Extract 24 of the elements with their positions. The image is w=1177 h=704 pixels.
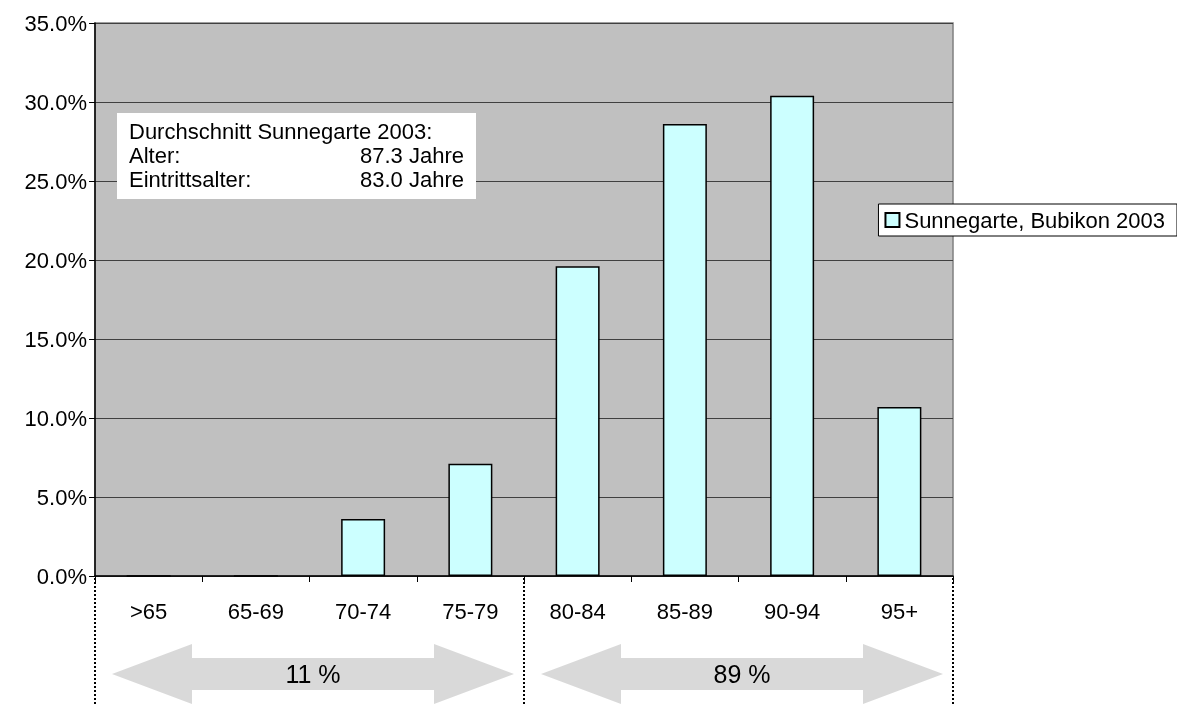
- text: 11 %: [284, 659, 342, 689]
- text: 89 %: [712, 659, 772, 689]
- y-tick-label: 5.0%: [36, 484, 87, 510]
- y-tick-label: 35.0%: [24, 10, 87, 36]
- annotation: Durchschnitt Sunnegarte 2003:: [129, 119, 434, 144]
- annotation: Alter:: [129, 143, 182, 168]
- annotation: 83.0 Jahre: [359, 167, 464, 192]
- x-tick-label: 65-69: [227, 598, 285, 624]
- x-tick-label: 75-79: [442, 598, 499, 624]
- legend-label: Sunnegarte, Bubikon 2003: [904, 207, 1166, 233]
- x-tick-label: 95+: [880, 598, 919, 624]
- x-tick-label: 80-84: [549, 598, 606, 624]
- annotation: Eintrittsalter:: [129, 167, 253, 192]
- y-tick-label: 25.0%: [24, 168, 87, 194]
- x-tick-label: 70-74: [334, 598, 392, 624]
- y-tick-label: 30.0%: [24, 89, 87, 115]
- annotation: 87.3 Jahre: [360, 143, 464, 168]
- y-tick-label: 15.0%: [24, 326, 87, 352]
- y-tick-label: 20.0%: [24, 247, 87, 273]
- x-tick-label: 85-89: [656, 598, 714, 624]
- y-tick-label: 0.0%: [36, 563, 87, 589]
- y-tick-label: 10.0%: [24, 405, 87, 431]
- x-tick-label: >65: [129, 598, 168, 624]
- x-tick-label: 90-94: [763, 598, 821, 624]
